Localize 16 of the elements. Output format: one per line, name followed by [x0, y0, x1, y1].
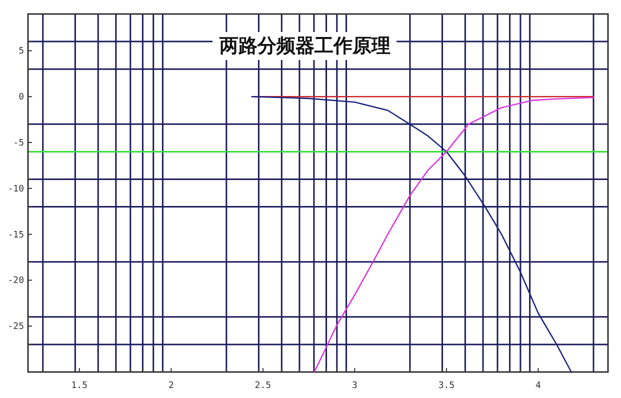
x-tick-label: 3: [352, 381, 358, 391]
x-tick-label: 4: [536, 381, 541, 391]
y-tick-label: -20: [8, 276, 24, 286]
x-tick-label: 3.5: [438, 381, 455, 391]
line-series: [251, 96, 572, 373]
y-tick-label: 5: [18, 46, 24, 57]
text: 两路分频器工作原理: [218, 35, 390, 57]
y-tick-label: -15: [8, 230, 24, 240]
y-tick-label: -10: [8, 184, 24, 194]
x-tick-label: 1.5: [71, 381, 88, 391]
line-series: [314, 96, 594, 373]
y-tick-label: -5: [13, 138, 24, 149]
y-tick-label: 0: [18, 92, 24, 103]
x-tick-label: 2.5: [254, 381, 272, 391]
y-tick-label: -25: [8, 322, 24, 332]
x-tick-label: 2: [168, 381, 174, 391]
